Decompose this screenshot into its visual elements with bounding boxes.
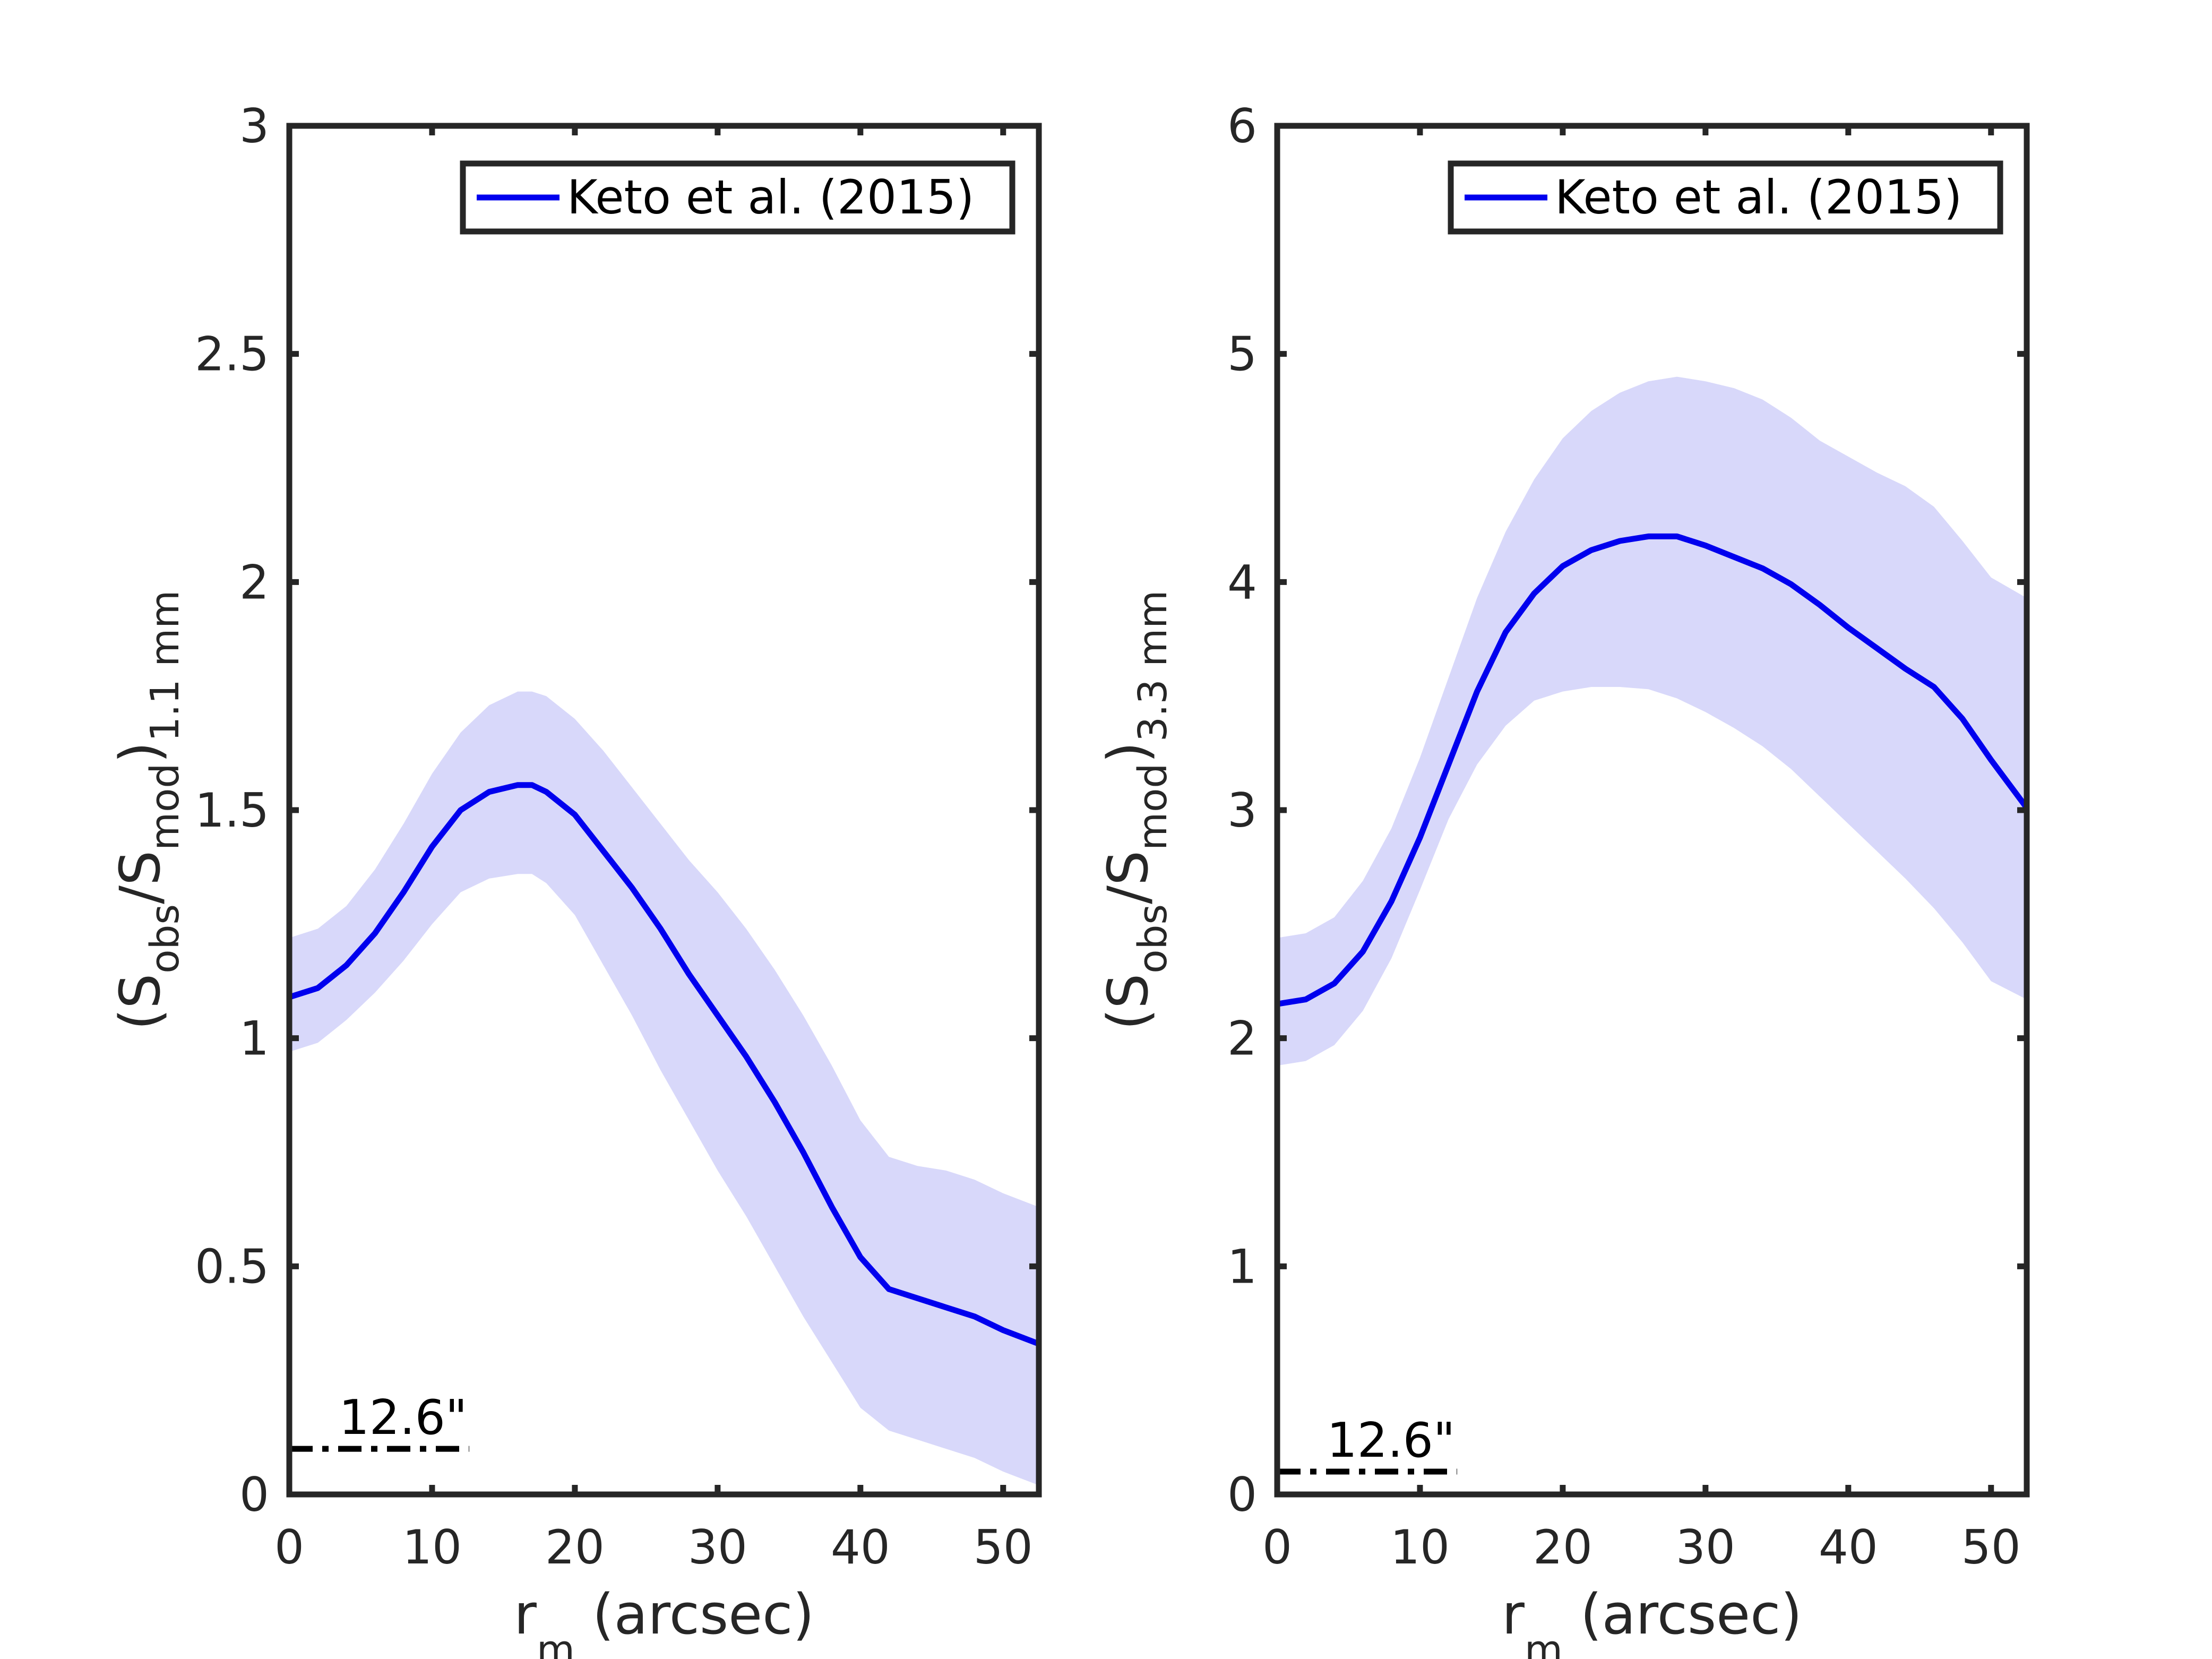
right-y-tick-label: 6 <box>1227 99 1257 153</box>
left-x-tick-label: 10 <box>402 1520 462 1575</box>
right-x-tick-label: 0 <box>1262 1520 1292 1575</box>
left-legend-label: Keto et al. (2015) <box>567 170 974 225</box>
left-y-tick-label: 3 <box>239 99 269 153</box>
right-y-tick-label: 3 <box>1227 783 1257 838</box>
right-uncertainty-band <box>1277 376 2027 1066</box>
right-x-tick-label: 40 <box>1819 1520 1878 1575</box>
right-x-tick-label: 50 <box>1961 1520 2021 1575</box>
right-y-tick-label: 2 <box>1227 1011 1257 1066</box>
right-panel: 12.6" 0 1 2 3 4 5 6 0 10 20 30 40 50 rm (arcsec) (Sobs/… <box>1096 99 2030 1659</box>
left-y-tick-label: 1.5 <box>195 783 269 838</box>
left-x-tick-label: 40 <box>831 1520 890 1575</box>
left-uncertainty-band <box>289 691 1039 1485</box>
right-x-tick-label: 30 <box>1676 1520 1735 1575</box>
left-x-tick-label: 20 <box>545 1520 605 1575</box>
left-x-tick-label: 0 <box>274 1520 304 1575</box>
left-x-axis-label: rm (arcsec) <box>514 1582 814 1659</box>
left-series-line <box>288 782 1040 1347</box>
left-beam-label: 12.6" <box>339 1390 468 1446</box>
left-y-tick-label: 2.5 <box>195 327 269 382</box>
right-beam-label: 12.6" <box>1327 1413 1456 1468</box>
left-x-tick-label: 30 <box>688 1520 747 1575</box>
left-y-tick-label: 2 <box>239 555 269 609</box>
left-x-tick-label: 50 <box>974 1520 1033 1575</box>
right-series-line <box>1277 533 2029 1007</box>
left-y-tick-label: 0.5 <box>195 1239 269 1294</box>
right-y-axis-label: (Sobs/Smod)3.3 mm <box>1096 590 1176 1030</box>
right-y-tick-label: 0 <box>1227 1467 1257 1522</box>
right-y-tick-label: 1 <box>1227 1239 1257 1294</box>
right-x-tick-label: 20 <box>1533 1520 1593 1575</box>
left-y-axis-label: (Sobs/Smod)1.1 mm <box>108 590 188 1030</box>
right-x-axis-label: rm (arcsec) <box>1502 1582 1802 1659</box>
right-x-tick-label: 10 <box>1390 1520 1450 1575</box>
right-y-tick-label: 5 <box>1227 327 1257 382</box>
left-y-tick-label: 1 <box>239 1011 269 1066</box>
right-y-tick-label: 4 <box>1227 555 1257 609</box>
right-legend-label: Keto et al. (2015) <box>1555 170 1962 225</box>
left-y-tick-label: 0 <box>239 1467 269 1522</box>
